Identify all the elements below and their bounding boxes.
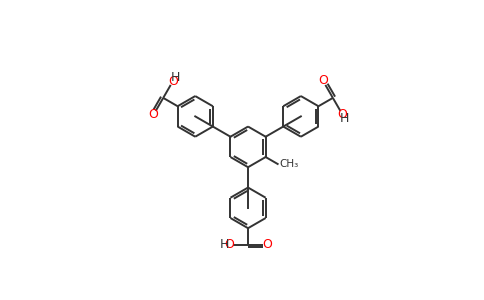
Text: O: O	[318, 74, 328, 87]
Text: O: O	[263, 238, 272, 251]
Text: O: O	[149, 108, 158, 122]
Text: H: H	[170, 71, 180, 84]
Text: CH₃: CH₃	[279, 159, 299, 169]
Text: H: H	[340, 112, 349, 125]
Text: O: O	[168, 75, 178, 88]
Text: O: O	[337, 108, 348, 121]
Text: O: O	[224, 238, 234, 251]
Text: H: H	[220, 238, 229, 251]
